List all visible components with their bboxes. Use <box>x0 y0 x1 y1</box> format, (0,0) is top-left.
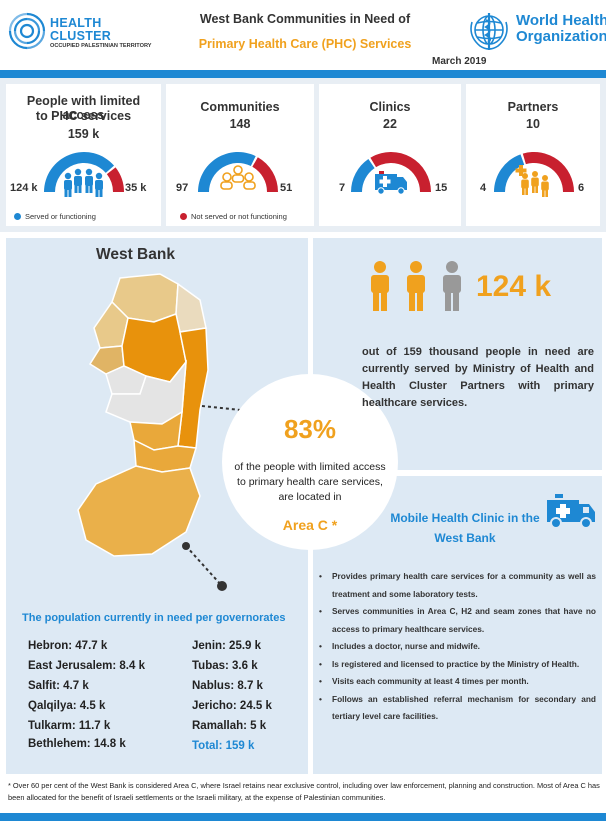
who-name-line1: World Health <box>516 12 606 29</box>
governorates-title: The population currently in need per gov… <box>22 612 286 624</box>
legend-not-served: Not served or not functioning <box>180 212 287 221</box>
served-text: out of 159 thousand people in need are c… <box>362 346 594 409</box>
gauge-chart <box>198 152 278 192</box>
people-served-icon <box>371 261 461 311</box>
gauge-not-served-arc <box>522 152 574 192</box>
stat-card-people: People with limited access to PHC servic… <box>6 84 161 226</box>
governorate-item: Tubas: 3.6 k <box>192 660 258 672</box>
gauge-served-value: 7 <box>339 182 346 194</box>
served-value: 124 k <box>476 270 552 303</box>
map-region-tubas <box>175 282 207 333</box>
stat-title: Communities <box>200 100 280 114</box>
stats-strip: People with limited access to PHC servic… <box>0 78 606 232</box>
governorate-item: Jericho: 24.5 k <box>192 700 272 712</box>
west-bank-map <box>77 273 209 557</box>
header: HEALTH CLUSTER OCCUPIED PALESTINIAN TERR… <box>0 0 606 70</box>
highlight-percent: 83% <box>283 414 337 444</box>
who-emblem-icon <box>470 13 508 50</box>
stat-value: 148 <box>229 117 251 131</box>
list-item: Includes a doctor, nurse and midwife. <box>316 638 596 656</box>
org-name-line1: HEALTH <box>50 16 102 30</box>
list-item: Visits each community at least 4 times p… <box>316 673 596 691</box>
page-title-line1: West Bank Communities in Need of <box>199 12 411 26</box>
list-item: Is registered and licensed to practice b… <box>316 656 596 674</box>
stat-card-partners: Partners 10 4 6 <box>466 84 600 226</box>
people-group-icon <box>64 168 103 197</box>
gauge-served-arc <box>198 152 256 192</box>
highlight-area: Area C * <box>282 517 338 533</box>
health-cluster-logo: HEALTH CLUSTER OCCUPIED PALESTINIAN TERR… <box>6 10 176 54</box>
gauge-chart <box>44 152 124 197</box>
org-subtitle: OCCUPIED PALESTINIAN TERRITORY <box>50 43 152 49</box>
stat-title-line1: People with limited access <box>26 94 141 122</box>
gauge-not-served-value: 35 k <box>125 182 147 194</box>
legend-not-served-label: Not served or not functioning <box>191 212 287 221</box>
gauge-not-served-arc <box>106 167 124 192</box>
governorate-item: East Jerusalem: 8.4 k <box>28 660 145 672</box>
gauge-served-arc <box>44 152 115 192</box>
governorate-item: Hebron: 47.7 k <box>28 640 108 652</box>
stat-value: 159 k <box>67 127 100 141</box>
stat-title: Clinics <box>369 100 411 114</box>
list-item: Serves communities in Area C, H2 and sea… <box>316 603 596 638</box>
stat-card-clinics: Clinics 22 7 15 <box>319 84 461 226</box>
gauge-chart <box>494 152 574 197</box>
stat-title: Partners <box>507 100 559 114</box>
gauge-not-served-arc <box>370 152 431 192</box>
map-title: West Bank <box>96 246 175 263</box>
red-dot-icon <box>180 213 187 220</box>
gauge-chart <box>351 152 431 195</box>
governorate-item: Bethlehem: 14.8 k <box>28 738 126 750</box>
legend-served: Served or functioning <box>14 212 96 221</box>
report-date: March 2019 <box>432 56 487 67</box>
medical-staff-icon <box>515 165 549 197</box>
bottom-divider-bar <box>0 813 606 821</box>
gauge-served-value: 124 k <box>10 182 38 194</box>
governorate-item: Jenin: 25.9 k <box>192 640 262 652</box>
blue-dot-icon <box>14 213 21 220</box>
gauge-served-arc <box>494 154 525 192</box>
governorate-item: Qalqilya: 4.5 k <box>28 700 106 712</box>
gauge-not-served-value: 6 <box>578 182 585 194</box>
map-region-ramallah <box>105 359 187 425</box>
gauge-not-served-value: 15 <box>435 182 448 194</box>
page-title-line2: Primary Health Care (PHC) Services <box>198 37 412 51</box>
community-icon <box>220 165 256 190</box>
footnote: * Over 60 per cent of the West Bank is c… <box>8 781 600 802</box>
ambulance-icon <box>547 494 595 529</box>
mobile-clinic-list: Provides primary health care services fo… <box>316 568 596 726</box>
ambulance-icon <box>375 171 407 195</box>
gauge-not-served-value: 51 <box>280 182 293 194</box>
governorate-item: Ramallah: 5 k <box>192 720 267 732</box>
stat-card-communities: Communities 148 97 51 Not served or not … <box>166 84 314 226</box>
highlight-text: of the people with limited access to pri… <box>234 461 386 503</box>
stat-value: 10 <box>526 117 540 131</box>
top-divider-bar <box>0 70 606 78</box>
gauge-served-value: 4 <box>480 182 487 194</box>
connector-line <box>182 542 227 591</box>
list-item: Follows an established referral mechanis… <box>316 691 596 726</box>
governorate-item: Tulkarm: 11.7 k <box>28 720 111 732</box>
governorate-item: Salfit: 4.7 k <box>28 680 89 692</box>
list-item: Provides primary health care services fo… <box>316 568 596 603</box>
stat-title-line2: to PHC services <box>35 109 132 123</box>
governorate-total: Total: 159 k <box>192 740 255 752</box>
org-name-line2: CLUSTER <box>50 29 112 43</box>
stat-value: 22 <box>383 117 397 131</box>
health-cluster-swirl-icon <box>8 12 46 50</box>
map-region-hebron <box>77 465 201 557</box>
area-c-highlight: 83% of the people with limited access to… <box>222 374 398 550</box>
gauge-served-value: 97 <box>176 182 189 194</box>
divider <box>313 470 602 476</box>
governorate-item: Nablus: 8.7 k <box>192 680 263 692</box>
who-name-line2: Organization <box>516 28 606 45</box>
gauge-served-arc <box>351 159 375 192</box>
mobile-clinic-title: Mobile Health Clinic in the West Bank <box>390 511 540 545</box>
legend-served-label: Served or functioning <box>25 212 96 221</box>
gauge-not-served-arc <box>252 157 278 192</box>
